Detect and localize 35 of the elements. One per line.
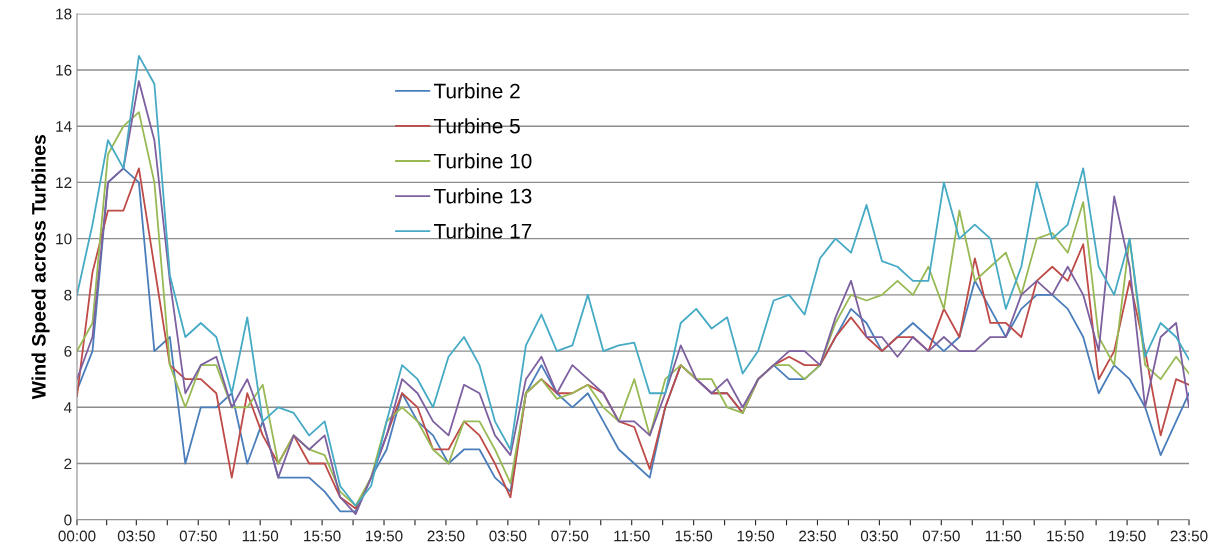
y-axis-title: Wind Speed across Turbines (31, 134, 50, 400)
x-tick-label: 15:50 (1047, 530, 1084, 542)
x-tick-label: 07:50 (922, 530, 960, 542)
x-tick-label: 15:50 (675, 530, 713, 542)
x-tick-label: 03:50 (860, 530, 898, 542)
y-tick-label: 18 (56, 8, 72, 20)
y-tick-label: 0 (64, 514, 72, 526)
y-tick-label: 16 (56, 64, 72, 76)
x-tick-label: 19:50 (1109, 530, 1146, 542)
y-tick-label: 12 (56, 177, 72, 188)
legend-label: Turbine 13 (433, 188, 532, 204)
y-tick-label: 2 (64, 458, 72, 470)
y-tick-label: 14 (56, 121, 72, 132)
x-tick-label: 11:50 (985, 530, 1022, 542)
x-tick-label: 19:50 (737, 530, 775, 542)
legend-label: Turbine 17 (433, 223, 532, 239)
x-tick-label: 03:50 (489, 530, 527, 542)
x-tick-label: 15:50 (304, 530, 341, 542)
x-tick-label: 11:50 (614, 530, 650, 542)
x-tick-label: 07:50 (551, 530, 589, 542)
x-tick-label: 11:50 (242, 530, 279, 542)
y-tick-label: 8 (64, 289, 72, 301)
y-tick-label: 10 (56, 233, 72, 245)
x-tick-label: 07:50 (179, 530, 217, 542)
legend-label: Turbine 10 (433, 153, 532, 169)
y-tick-label: 4 (63, 402, 72, 413)
legend-label: Turbine 5 (433, 118, 520, 134)
x-tick-label: 23:50 (799, 530, 836, 542)
x-tick-label: 03:50 (117, 530, 155, 542)
x-tick-label: 23:50 (427, 530, 465, 542)
legend-label: Turbine 2 (433, 83, 520, 99)
x-tick-label: 00:00 (58, 530, 96, 542)
y-tick-label: 6 (64, 345, 72, 357)
x-tick-label: 19:50 (366, 530, 403, 542)
x-tick-label: 23:50 (1170, 530, 1208, 542)
